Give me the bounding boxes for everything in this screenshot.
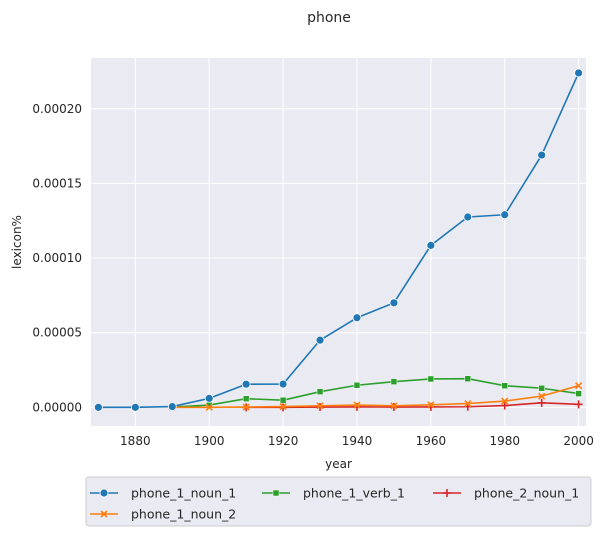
legend-swatch-marker — [443, 489, 451, 497]
data-point — [575, 382, 583, 390]
series-line — [98, 72, 580, 409]
data-point — [353, 381, 361, 389]
series-line — [172, 377, 579, 408]
legend-item: phone_2_noun_1 — [433, 486, 579, 501]
data-point — [279, 396, 287, 404]
data-point — [538, 392, 546, 400]
data-point — [537, 398, 546, 407]
legend-label: phone_1_noun_2 — [131, 507, 236, 522]
data-point — [205, 403, 213, 411]
legend-label: phone_1_verb_1 — [303, 486, 405, 501]
legend-box — [85, 476, 592, 527]
data-point — [575, 390, 582, 397]
series-group — [93, 68, 584, 412]
y-tick-label: 0.00000 — [32, 400, 82, 414]
series-line — [172, 384, 579, 409]
data-point — [390, 378, 398, 385]
data-point — [241, 379, 251, 389]
series-phone_2_noun_1 — [242, 398, 583, 412]
data-point — [464, 375, 472, 382]
data-point — [389, 298, 399, 308]
legend-item: phone_1_noun_2 — [90, 507, 236, 522]
x-axis-label: year — [325, 457, 352, 471]
legend-swatch-marker — [272, 489, 280, 497]
data-point — [464, 400, 472, 408]
plot-area — [91, 58, 586, 426]
data-point — [242, 395, 250, 402]
data-point — [538, 384, 545, 392]
y-tick-label: 0.00020 — [32, 102, 82, 116]
x-tick-label: 1980 — [489, 434, 520, 448]
data-point — [537, 150, 547, 160]
legend: phone_1_noun_1 phone_1_verb_1 phone_2_noun… — [85, 476, 592, 527]
data-point — [500, 210, 510, 220]
data-point — [501, 382, 508, 389]
data-point — [315, 335, 325, 345]
data-point — [389, 403, 398, 412]
legend-item: phone_1_verb_1 — [262, 486, 405, 501]
data-point — [316, 402, 324, 410]
data-point — [316, 403, 325, 412]
legend-swatch-marker — [99, 488, 109, 498]
chart-title: phone — [307, 10, 351, 26]
legend-label: phone_2_noun_1 — [474, 486, 579, 501]
series-line — [246, 402, 579, 409]
data-point — [574, 68, 584, 78]
x-tick-label: 1960 — [416, 434, 447, 448]
x-tick-label: 1880 — [120, 434, 151, 448]
data-point — [390, 402, 398, 410]
data-point — [353, 401, 361, 409]
data-point — [427, 401, 435, 409]
y-axis-label: lexicon% — [10, 215, 24, 269]
legend-item: phone_1_noun_1 — [90, 486, 236, 501]
data-point — [426, 240, 436, 250]
data-point — [204, 393, 214, 403]
data-point — [278, 379, 288, 389]
x-tick-label: 1920 — [268, 434, 299, 448]
data-point — [93, 402, 103, 412]
data-point — [574, 400, 583, 409]
x-tick-label: 1940 — [342, 434, 373, 448]
data-point — [352, 313, 362, 323]
data-point — [242, 403, 250, 411]
x-tick-label: 1900 — [194, 434, 225, 448]
y-tick-label: 0.00005 — [32, 326, 82, 340]
legend-swatch-marker — [100, 510, 108, 518]
data-point — [500, 401, 509, 410]
data-point — [501, 397, 509, 405]
data-point — [316, 388, 324, 395]
legend-label: phone_1_noun_1 — [131, 486, 236, 501]
tick-labels: 1880 1900 1920 1940 1960 1980 2000 0.00000 0.000… — [32, 102, 594, 448]
series-phone_1_noun_1 — [93, 68, 584, 412]
data-point — [427, 375, 435, 383]
data-point — [463, 212, 473, 222]
data-point — [130, 402, 140, 412]
y-tick-label: 0.00010 — [32, 251, 82, 265]
y-tick-label: 0.00015 — [32, 176, 82, 190]
data-point — [279, 403, 287, 411]
x-tick-label: 2000 — [563, 434, 594, 448]
data-point — [167, 402, 177, 411]
